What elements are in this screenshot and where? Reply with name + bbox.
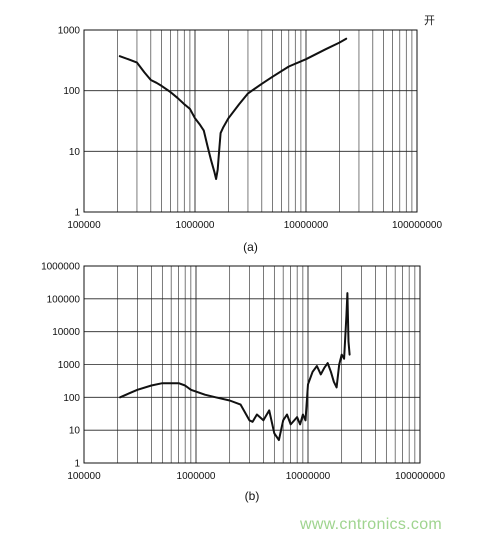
y-tick-label: 100 <box>63 86 80 97</box>
x-tick-label: 100000000 <box>395 471 445 482</box>
chart-caption: (b) <box>245 489 260 503</box>
y-tick-label: 10000 <box>52 327 80 338</box>
chart-a: 1 10 100 1000 100000 1000000 10000000 100000000… <box>58 26 443 255</box>
y-tick-label: 1000 <box>58 360 81 371</box>
y-tick-label: 1000 <box>58 26 81 37</box>
x-tick-label: 100000 <box>67 471 101 482</box>
chart-b: 1 10 100 1000 10000 100000 1000000 100000 100000… <box>41 262 445 504</box>
y-tick-label: 1000000 <box>41 262 80 273</box>
plot-frame <box>83 265 421 464</box>
y-tick-label: 100000 <box>47 294 81 305</box>
x-tick-label: 1000000 <box>177 471 216 482</box>
watermark: www.cntronics.com <box>300 516 443 533</box>
chart-caption: (a) <box>243 240 258 254</box>
y-tick-label: 1 <box>74 459 80 470</box>
x-tick-label: 100000 <box>67 220 101 231</box>
x-tick-label: 10000000 <box>286 471 331 482</box>
y-tick-label: 1 <box>74 208 80 219</box>
y-tick-label: 100 <box>63 393 80 404</box>
series-line <box>119 292 351 442</box>
plot-frame <box>83 29 418 213</box>
x-tick-label: 10000000 <box>284 220 329 231</box>
y-tick-label: 10 <box>69 426 81 437</box>
x-tick-label: 1000000 <box>176 220 215 231</box>
x-tick-label: 100000000 <box>392 220 442 231</box>
corner-glyph: 开 <box>424 14 435 27</box>
series-line <box>118 37 348 180</box>
y-tick-label: 10 <box>69 147 81 158</box>
